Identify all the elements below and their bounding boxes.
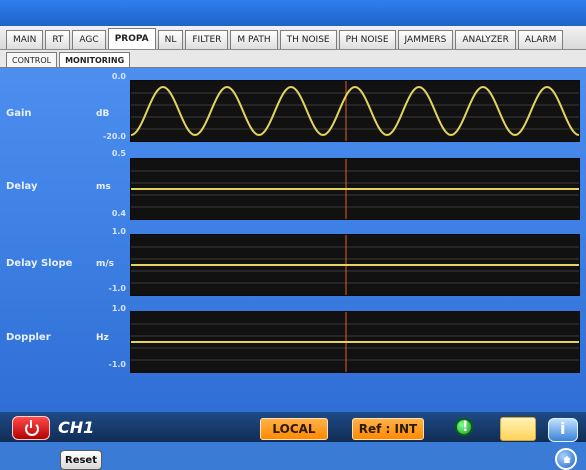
tab-alarm[interactable]: ALARM bbox=[517, 30, 564, 49]
delay-plot-svg bbox=[131, 159, 579, 219]
doppler-ymin: -1.0 bbox=[108, 360, 127, 369]
delay-slope-unit: m/s bbox=[96, 259, 115, 269]
folder-icon[interactable] bbox=[500, 417, 536, 441]
tab-m-path[interactable]: M PATH bbox=[230, 30, 278, 49]
status-ok-icon[interactable] bbox=[455, 418, 473, 436]
info-icon[interactable] bbox=[548, 418, 578, 442]
doppler-ymax: 1.0 bbox=[111, 304, 126, 313]
gain-plot-svg bbox=[131, 81, 579, 141]
gain-label: Gain bbox=[6, 108, 32, 119]
delay-ymax: 0.5 bbox=[111, 149, 126, 158]
doppler-plot bbox=[130, 311, 580, 373]
delay-slope-ymin: -1.0 bbox=[108, 284, 127, 293]
tab-ph-noise[interactable]: PH NOISE bbox=[338, 30, 396, 49]
gain-ymin: -20.0 bbox=[102, 132, 126, 141]
delay-slope-ymax: 1.0 bbox=[111, 227, 126, 236]
tab-propa[interactable]: PROPA bbox=[107, 28, 156, 49]
main-tabs: MAIN RT AGC PROPA NL FILTER M PATH TH NO… bbox=[0, 26, 586, 50]
delay-slope-plot bbox=[130, 234, 580, 296]
tab-jammers[interactable]: JAMMERS bbox=[397, 30, 454, 49]
home-button[interactable] bbox=[555, 448, 577, 470]
reset-button[interactable]: Reset bbox=[60, 450, 102, 470]
ref-status: Ref : INT bbox=[352, 418, 424, 440]
gain-ymax: 0.0 bbox=[111, 72, 126, 81]
doppler-unit: Hz bbox=[96, 333, 109, 343]
delay-unit: ms bbox=[96, 182, 111, 192]
tab-agc[interactable]: AGC bbox=[72, 30, 106, 49]
gain-unit: dB bbox=[96, 109, 110, 119]
tab-rt[interactable]: RT bbox=[45, 30, 71, 49]
doppler-plot-svg bbox=[131, 312, 579, 372]
delay-plot bbox=[130, 158, 580, 220]
tab-filter[interactable]: FILTER bbox=[185, 30, 229, 49]
tab-th-noise[interactable]: TH NOISE bbox=[279, 30, 337, 49]
delay-slope-plot-svg bbox=[131, 235, 579, 295]
monitoring-panel: Gain dB 0.0 -20.0 Delay ms 0.5 0.4 Delay… bbox=[0, 68, 586, 470]
signal-trace bbox=[131, 85, 579, 137]
subtab-control[interactable]: CONTROL bbox=[6, 52, 58, 67]
channel-label: CH1 bbox=[58, 418, 95, 437]
subtab-monitoring[interactable]: MONITORING bbox=[59, 52, 131, 67]
delay-slope-label: Delay Slope bbox=[6, 258, 73, 269]
local-status: LOCAL bbox=[260, 418, 328, 440]
tab-nl[interactable]: NL bbox=[157, 30, 184, 49]
subtabs: CONTROL MONITORING bbox=[0, 50, 586, 68]
delay-label: Delay bbox=[6, 181, 38, 192]
top-title-bar bbox=[0, 0, 586, 26]
doppler-label: Doppler bbox=[6, 332, 51, 343]
power-button[interactable] bbox=[12, 416, 50, 440]
delay-ymin: 0.4 bbox=[111, 209, 126, 218]
tab-analyzer[interactable]: ANALYZER bbox=[455, 30, 516, 49]
tab-main[interactable]: MAIN bbox=[6, 30, 44, 49]
gain-plot bbox=[130, 80, 580, 142]
